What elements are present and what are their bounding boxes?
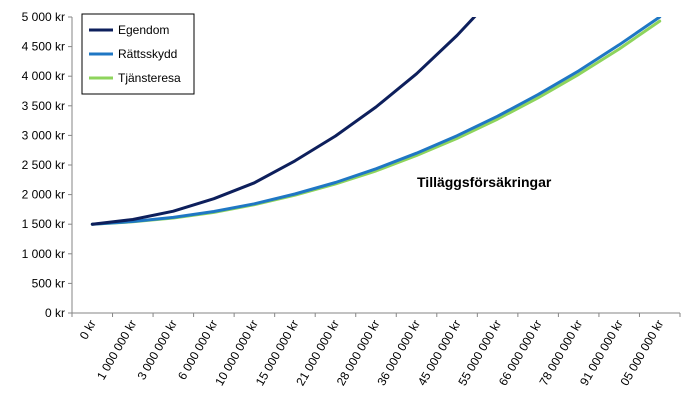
- y-tick-label: 0 kr: [45, 306, 65, 320]
- legend: Egendom Rättsskydd Tjänsteresa: [81, 13, 195, 95]
- x-axis: 0 kr1 000 000 kr3 000 000 kr6 000 000 kr…: [71, 312, 681, 388]
- y-tick: 1 000 kr: [22, 247, 65, 261]
- y-tick: 2 000 kr: [22, 188, 65, 202]
- y-tick: 4 500 kr: [22, 40, 65, 54]
- y-tick-label: 3 500 kr: [22, 99, 65, 113]
- x-tick-label: 3 000 000 kr: [134, 318, 179, 383]
- x-tick-label: 0 kr: [77, 318, 99, 342]
- y-tick: 500 kr: [32, 276, 65, 290]
- legend-label: Egendom: [118, 23, 169, 37]
- y-tick-label: 500 kr: [32, 276, 65, 290]
- x-tick: 0 kr: [77, 318, 99, 342]
- y-tick: 5 000 kr: [22, 10, 65, 24]
- legend-label: Rättsskydd: [118, 47, 177, 61]
- y-tick: 3 000 kr: [22, 128, 65, 142]
- x-tick: 6 000 000 kr: [175, 318, 220, 383]
- y-tick: 2 500 kr: [22, 158, 65, 172]
- x-tick-label: 6 000 000 kr: [175, 318, 220, 383]
- y-tick-label: 5 000 kr: [22, 10, 65, 24]
- series-line-egendom: [90, 17, 477, 226]
- x-tick: 1 000 000 kr: [94, 318, 139, 383]
- x-tick: 3 000 000 kr: [134, 318, 179, 383]
- y-tick-label: 3 000 kr: [22, 128, 65, 142]
- y-tick: 4 000 kr: [22, 69, 65, 83]
- y-tick-label: 1 000 kr: [22, 247, 65, 261]
- x-tick-label: 05 000 000 kr: [618, 317, 667, 388]
- y-tick: 1 500 kr: [22, 217, 65, 231]
- series-line-r-ttsskydd: [90, 17, 662, 226]
- y-tick-label: 4 000 kr: [22, 69, 65, 83]
- y-tick-label: 1 500 kr: [22, 217, 65, 231]
- x-tick-label: 1 000 000 kr: [94, 318, 139, 383]
- y-tick: 3 500 kr: [22, 99, 65, 113]
- y-tick-label: 2 500 kr: [22, 158, 65, 172]
- y-axis: 0 kr 500 kr 1 000 kr 1 500 kr 2 000 kr 2 500 …: [22, 10, 73, 320]
- series-group: [90, 17, 662, 226]
- plot-area: [90, 17, 662, 226]
- y-tick-label: 4 500 kr: [22, 40, 65, 54]
- y-tick: 0 kr: [45, 306, 65, 320]
- chart-annotation: Tilläggsförsäkringar: [417, 174, 552, 190]
- x-tick: 05 000 000 kr: [618, 317, 667, 388]
- legend-label: Tjänsteresa: [118, 71, 181, 85]
- y-tick-label: 2 000 kr: [22, 188, 65, 202]
